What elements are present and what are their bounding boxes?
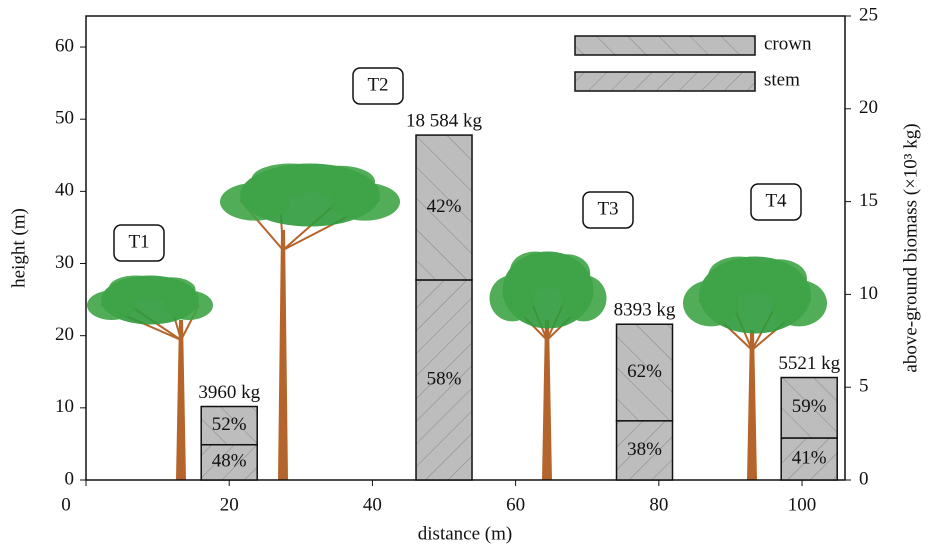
x-tick-label: 60 xyxy=(506,494,525,515)
bar-segment xyxy=(415,279,473,481)
bar-segment xyxy=(415,134,473,281)
total-label: 5521 kg xyxy=(778,353,840,374)
tree-label-box xyxy=(582,191,634,229)
x-tick-label: 20 xyxy=(220,494,239,515)
tree-label: T2 xyxy=(367,74,388,95)
x-axis-label: distance (m) xyxy=(418,523,512,544)
tree-trunk xyxy=(176,320,186,480)
legend-swatch xyxy=(574,71,756,92)
y2-axis-label: above-ground biomass (×10³ kg) xyxy=(900,123,921,372)
y-tick-label: 60 xyxy=(55,35,74,56)
y2-tick-label: 10 xyxy=(859,283,878,304)
x-tick-label: 80 xyxy=(649,494,668,515)
tree-trunk xyxy=(747,330,757,480)
x-tick-label: 40 xyxy=(363,494,382,515)
bar-segment xyxy=(780,437,838,481)
bar-segment xyxy=(615,420,674,481)
tree-label-box xyxy=(750,183,802,221)
segment-label: 52% xyxy=(212,414,247,435)
y-tick-label: 0 xyxy=(65,468,75,489)
tree-label-box xyxy=(113,224,165,262)
y2-tick-label: 15 xyxy=(859,190,878,211)
bar-segment xyxy=(615,323,674,422)
total-label: 3960 kg xyxy=(198,382,260,403)
segment-label: 58% xyxy=(427,368,462,389)
tree-crown xyxy=(751,259,807,298)
tree-trunk xyxy=(278,230,288,480)
segment-label: 42% xyxy=(427,196,462,217)
tree-crown xyxy=(544,254,591,293)
legend-label: stem xyxy=(764,69,800,90)
total-label: 8393 kg xyxy=(614,300,676,321)
tree-crown xyxy=(146,277,196,302)
segment-label: 41% xyxy=(792,447,827,468)
total-label: 18 584 kg xyxy=(406,110,483,131)
tree-trunk xyxy=(542,320,552,480)
segment-label: 59% xyxy=(792,396,827,417)
legend-swatch xyxy=(574,35,756,56)
segment-label: 48% xyxy=(212,451,247,472)
x-tick-label: 100 xyxy=(788,494,817,515)
y-tick-label: 10 xyxy=(55,396,74,417)
segment-label: 62% xyxy=(627,361,662,382)
tree-label: T3 xyxy=(597,198,618,219)
tree-label: T1 xyxy=(128,231,149,252)
y-axis-label: height (m) xyxy=(8,208,29,288)
y-tick-label: 20 xyxy=(55,324,74,345)
bar-segment xyxy=(200,443,258,481)
x-tick-label: 0 xyxy=(61,494,71,515)
y2-tick-label: 20 xyxy=(859,97,878,118)
tree-label: T4 xyxy=(765,190,787,211)
bar-segment xyxy=(780,376,838,439)
segment-label: 38% xyxy=(627,439,662,460)
legend-label: crown xyxy=(764,33,812,54)
y-tick-label: 30 xyxy=(55,252,74,273)
y2-tick-label: 25 xyxy=(859,4,878,25)
bar-segment xyxy=(200,405,258,446)
y-tick-label: 50 xyxy=(55,108,74,129)
tree-crown xyxy=(305,165,375,198)
y2-tick-label: 0 xyxy=(859,468,869,489)
y2-tick-label: 5 xyxy=(859,376,869,397)
y-tick-label: 40 xyxy=(55,180,74,201)
tree-illustrations xyxy=(87,163,827,480)
tree-label-box xyxy=(352,67,404,105)
